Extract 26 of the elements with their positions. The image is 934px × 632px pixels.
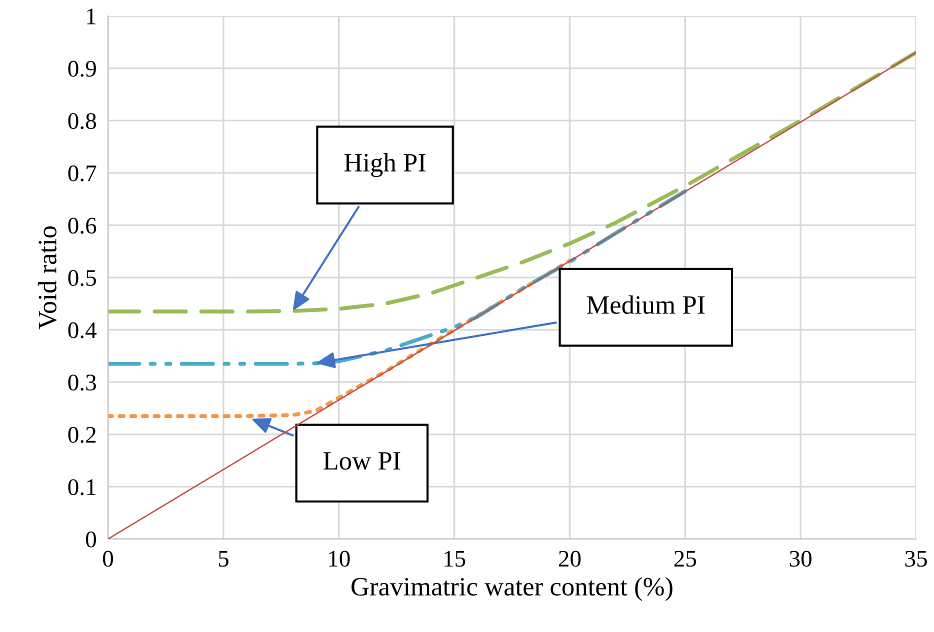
x-tick-label: 30 (790, 550, 812, 567)
annotation: High PI (344, 153, 426, 178)
y-tick-label: 0.6 (68, 218, 96, 234)
x-tick-label: 20 (558, 550, 581, 567)
y-tick-label: 0.4 (68, 322, 97, 338)
x-tick-label: 35 (905, 550, 927, 567)
y-tick-label: 0.2 (68, 426, 96, 443)
x-tick-label: 0 (102, 550, 114, 567)
annotation: Medium PI (586, 295, 705, 314)
x-tick-label: 10 (329, 550, 350, 567)
y-tick-label: 0.7 (68, 165, 96, 182)
y-tick-label: 0.8 (68, 113, 96, 130)
y-tick-label: 0.5 (68, 270, 96, 286)
x-tick-label: 15 (444, 550, 466, 567)
y-tick-label: 0.1 (68, 479, 96, 496)
x-tick-label: 25 (674, 550, 696, 567)
annotation: Low PI (323, 452, 400, 470)
y-tick-label: 0.9 (68, 60, 96, 77)
line-series (108, 50, 916, 314)
y-axis-title: Void ratio (38, 226, 57, 330)
y-tick-label: 0 (86, 531, 96, 548)
x-tick-label: 5 (218, 551, 228, 567)
x-axis-title: Gravimatric water content (%) (352, 577, 672, 602)
y-tick-label: 1 (87, 8, 96, 24)
line-series (108, 258, 572, 418)
y-tick-label: 0.3 (68, 374, 96, 391)
